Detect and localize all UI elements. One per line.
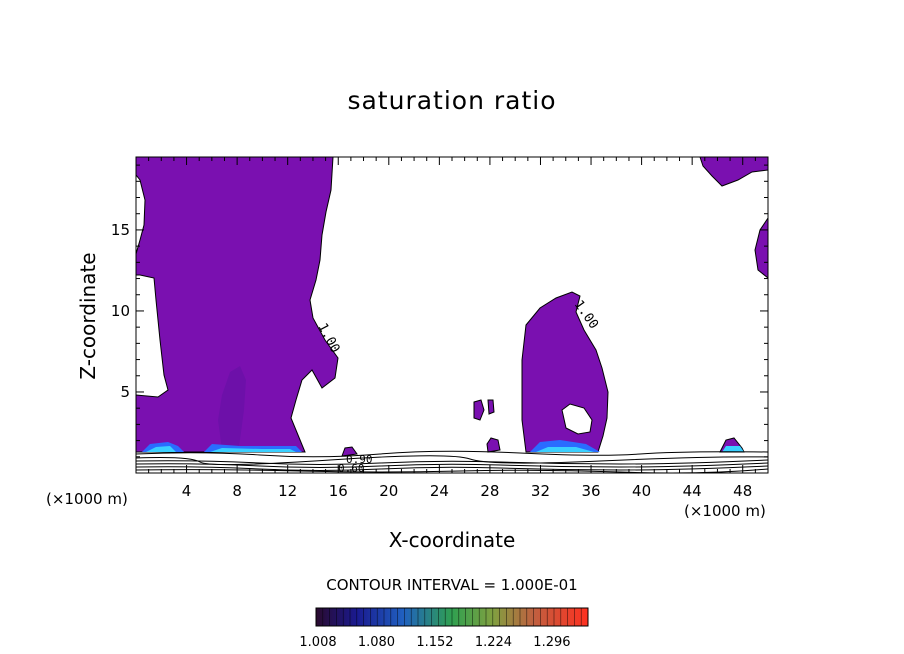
x-tick-label: 24 [430,482,449,500]
x-tick-label: 44 [683,482,702,500]
contour-interval-label: CONTOUR INTERVAL = 1.000E-01 [326,576,578,594]
colorbar-ticks [322,608,582,626]
y-tick-label: 10 [111,302,130,320]
saturated-region-right-edge [754,217,768,279]
x-tick-label: 36 [581,482,600,500]
colorbar-label: 1.224 [475,635,512,650]
chart-title: saturation ratio [347,86,557,115]
colorbar-labels: 1.008 1.080 1.152 1.224 1.296 [299,635,570,650]
x-tick-label: 16 [329,482,348,500]
x-axis: 4 8 12 16 20 24 28 32 36 40 44 48 [148,157,756,500]
colorbar-label: 1.152 [416,635,453,650]
x-tick-label: 20 [379,482,398,500]
x-tick-label: 32 [531,482,550,500]
plume-shading [218,366,246,452]
x-tick-label: 28 [480,482,499,500]
low-level-layer [142,440,744,452]
colorbar: 1.008 1.080 1.152 1.224 1.296 [299,607,589,650]
x-tick-label: 48 [733,482,752,500]
x-axis-label: X-coordinate [388,528,516,552]
saturation-field [136,157,768,473]
contour-label: 0.90 [346,453,373,466]
y-axis-label: Z-coordinate [76,252,100,380]
colorbar-label: 1.008 [299,635,336,650]
x-tick-label: 12 [278,482,297,500]
colorbar-label: 1.296 [533,635,570,650]
saturated-region-top-right [699,157,768,187]
x-tick-label: 40 [632,482,651,500]
x-unit-label-right: (×1000 m) [684,502,766,520]
colorbar-label: 1.080 [358,635,395,650]
y-axis: 5 10 15 [111,164,768,458]
contour-label: 0.60 [338,462,365,475]
saturated-patch-a [473,399,485,421]
saturated-region-left [136,157,339,453]
y-tick-label: 15 [111,221,130,239]
saturated-patch-d [341,446,358,457]
y-tick-label: 5 [120,383,130,401]
saturated-patch-c [486,437,501,453]
x-tick-label: 8 [232,482,242,500]
x-unit-label-left: (×1000 m) [46,490,128,508]
saturated-patch-b [487,399,495,415]
saturated-region-mid-right [521,291,609,453]
x-tick-label: 4 [182,482,192,500]
